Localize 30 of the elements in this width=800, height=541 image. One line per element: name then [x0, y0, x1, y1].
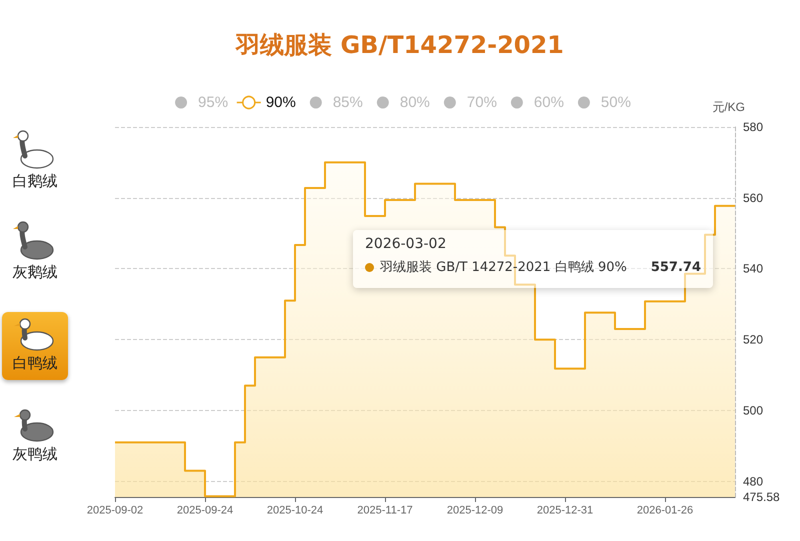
chart-title: 羽绒服装 GB/T14272-2021: [235, 31, 564, 59]
x-tick-label: 2025-10-24: [266, 504, 324, 516]
x-tick-label: 2026-01-26: [636, 504, 694, 516]
legend-label: 95%: [198, 94, 228, 111]
y-tick-label: 580: [743, 120, 764, 134]
legend-label: 90%: [266, 94, 296, 111]
y-tick-label: 540: [743, 262, 764, 276]
x-tick-label: 2025-12-31: [536, 504, 594, 516]
text: 白鹅绒: [12, 172, 58, 191]
x-tick-label: 2025-09-02: [86, 504, 144, 516]
legend-label: 80%: [400, 94, 430, 111]
annotation: 2026-03-02: [365, 236, 448, 252]
x-tick-label: 2025-09-24: [176, 504, 234, 516]
annotation: 羽绒服装 GB/T 14272-2021 白鸭绒 90%: [380, 259, 628, 276]
y-tick-label: 560: [743, 190, 764, 205]
legend-label: 70%: [466, 94, 497, 111]
y-tick-label: 475.58: [743, 490, 780, 504]
y-tick-label: 480: [743, 474, 764, 488]
y-axis-title: 元/KG: [712, 100, 745, 114]
y-tick-label: 520: [743, 332, 764, 347]
y-tick-label: 500: [743, 403, 764, 418]
text: 白鸭绒: [12, 354, 58, 373]
legend-label: 85%: [332, 94, 363, 111]
annotation: 557.74: [650, 260, 701, 274]
text: 灰鸭绒: [12, 445, 58, 464]
x-tick-label: 2025-12-09: [446, 504, 504, 516]
x-tick-label: 2025-11-17: [357, 504, 413, 516]
text: 灰鹅绒: [12, 263, 58, 282]
legend-label: 60%: [534, 94, 564, 111]
legend-label: 50%: [600, 94, 631, 111]
